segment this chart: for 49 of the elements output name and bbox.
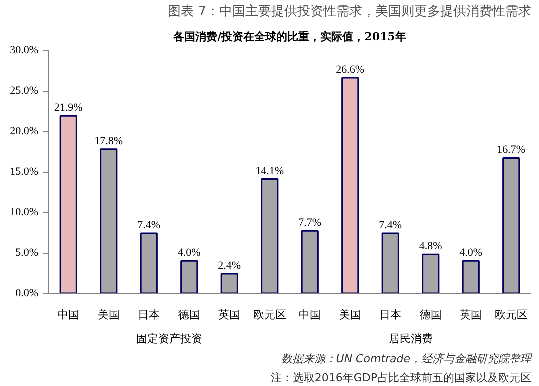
x-tick-label: 德国 <box>420 310 442 322</box>
bar <box>140 232 158 294</box>
y-tick-label: 10.0% <box>10 206 39 218</box>
y-tick-label: 5.0% <box>16 247 39 259</box>
bar <box>422 254 440 294</box>
data-label: 4.8% <box>419 240 442 253</box>
bar <box>180 260 198 294</box>
x-tick-label: 中国 <box>58 308 80 322</box>
text: 居民消费 <box>388 332 433 346</box>
y-tick-label: 0.0% <box>16 288 39 300</box>
x-tick-label: 德国 <box>178 310 200 322</box>
data-label: 16.7% <box>497 144 526 156</box>
bar <box>342 77 360 294</box>
text: 固定资产投资 <box>136 332 202 346</box>
bar <box>502 157 520 294</box>
x-tick-label: 英国 <box>218 308 241 322</box>
bar <box>100 148 118 294</box>
data-label: 26.6% <box>336 64 365 76</box>
bar <box>60 115 78 294</box>
y-tick-label: 15.0% <box>10 166 39 178</box>
chart-subtitle: 各国消费/投资在全球的比重，实际值，2015年 <box>172 30 406 44</box>
data-label: 4.0% <box>460 247 483 260</box>
x-tick-label: 美国 <box>98 308 120 322</box>
data-label: 17.8% <box>94 135 124 148</box>
x-tick-label: 美国 <box>339 308 362 322</box>
data-label: 21.9% <box>54 102 83 114</box>
data-label: 4.0% <box>178 247 201 260</box>
x-tick-label: 日本 <box>380 308 402 322</box>
data-label: 14.1% <box>256 165 284 178</box>
data-label: 2.4% <box>218 260 242 272</box>
x-tick-label: 中国 <box>299 308 322 322</box>
y-tick-label: 30.0% <box>10 44 39 56</box>
chart-title: 图表 7：中国主要提供投资性需求，美国则更多提供消费性需求 <box>168 4 532 20</box>
y-tick-label: 25.0% <box>10 85 39 97</box>
bar <box>462 260 480 294</box>
text: 注：选取2016年GDP占比全球前五的国家以及欧元区 <box>270 372 532 384</box>
x-tick-label: 日本 <box>138 308 160 322</box>
bar <box>301 230 319 294</box>
x-tick-label: 英国 <box>460 308 482 322</box>
bar <box>382 232 400 294</box>
x-tick-label: 欧元区 <box>494 310 528 322</box>
source-note: 数据来源：UN Comtrade，经济与金融研究院整理 <box>281 352 534 366</box>
bar <box>261 178 279 294</box>
x-tick-label: 欧元区 <box>253 310 286 322</box>
data-label: 7.4% <box>379 220 402 232</box>
y-tick-label: 20.0% <box>10 126 39 138</box>
bar <box>220 273 238 294</box>
data-label: 7.7% <box>298 217 322 230</box>
data-label: 7.4% <box>138 220 161 232</box>
